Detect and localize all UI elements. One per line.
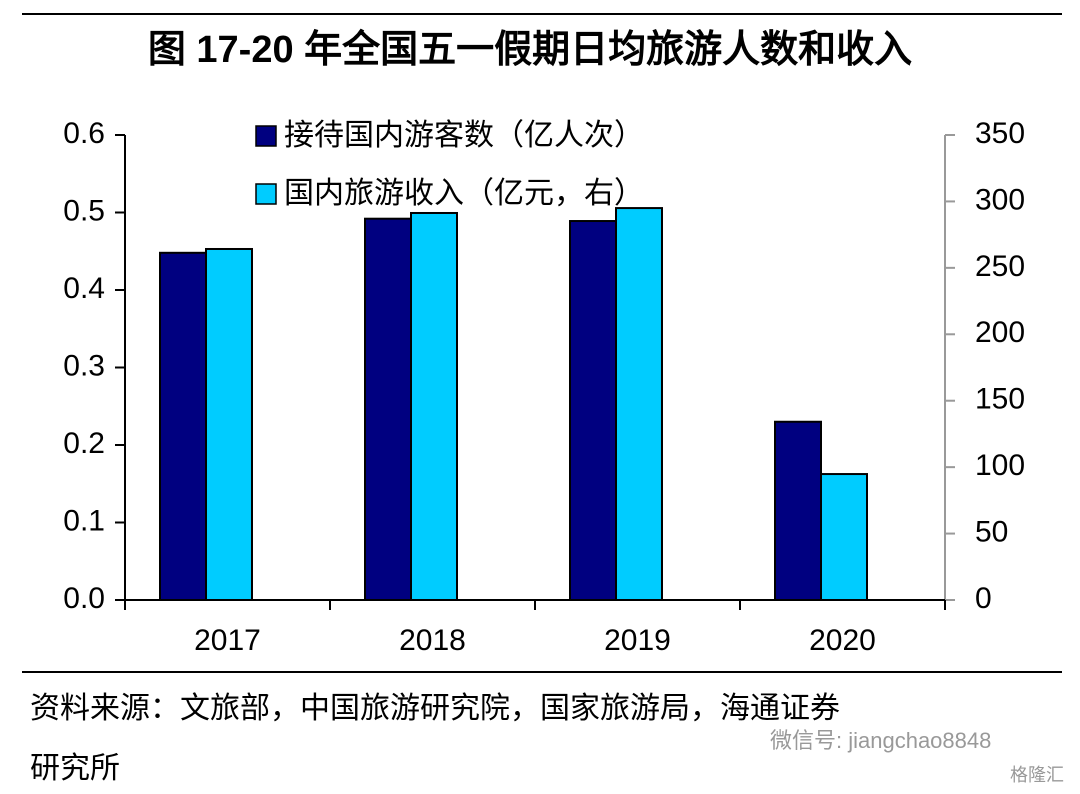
y2-tick-label: 250 bbox=[975, 250, 1025, 283]
y2-tick-label: 150 bbox=[975, 383, 1025, 416]
bar bbox=[205, 247, 253, 601]
bar bbox=[569, 220, 617, 601]
watermark-logo: 格隆汇 bbox=[1010, 765, 1064, 785]
source-line2: 研究所 bbox=[30, 752, 120, 785]
bar bbox=[159, 251, 207, 602]
x-tick-label: 2020 bbox=[809, 624, 876, 657]
x-tick-label: 2017 bbox=[194, 624, 261, 657]
bar bbox=[364, 217, 412, 601]
y2-tick-label: 100 bbox=[975, 449, 1025, 482]
y-tick-label: 0.5 bbox=[63, 194, 105, 227]
watermark: 微信号: jiangchao8848 bbox=[770, 728, 991, 753]
legend-label: 国内旅游收入（亿元，右） bbox=[284, 177, 644, 210]
y-tick-label: 0.3 bbox=[63, 349, 105, 382]
bar bbox=[774, 420, 822, 601]
y2-tick-label: 350 bbox=[975, 117, 1025, 150]
legend-swatch bbox=[255, 125, 277, 147]
x-tick-label: 2019 bbox=[604, 624, 671, 657]
y-tick-label: 0.4 bbox=[63, 272, 105, 305]
bar bbox=[615, 207, 663, 601]
y-tick-label: 0.2 bbox=[63, 427, 105, 460]
bar bbox=[820, 473, 868, 601]
bar bbox=[410, 211, 458, 601]
y2-tick-label: 200 bbox=[975, 316, 1025, 349]
y-tick-label: 0.1 bbox=[63, 504, 105, 537]
x-tick-label: 2018 bbox=[399, 624, 466, 657]
y2-tick-label: 300 bbox=[975, 183, 1025, 216]
y2-tick-label: 0 bbox=[975, 582, 992, 615]
y-tick-label: 0.6 bbox=[63, 117, 105, 150]
y-tick-label: 0.0 bbox=[63, 582, 105, 615]
legend-swatch bbox=[255, 183, 277, 205]
y2-tick-label: 50 bbox=[975, 515, 1008, 548]
legend-label: 接待国内游客数（亿人次） bbox=[284, 119, 644, 152]
source: 资料来源：文旅部，中国旅游研究院，国家旅游局，海通证券 bbox=[30, 692, 840, 725]
chart-title: 图 17-20 年全国五一假期日均旅游人数和收入 bbox=[148, 28, 912, 71]
